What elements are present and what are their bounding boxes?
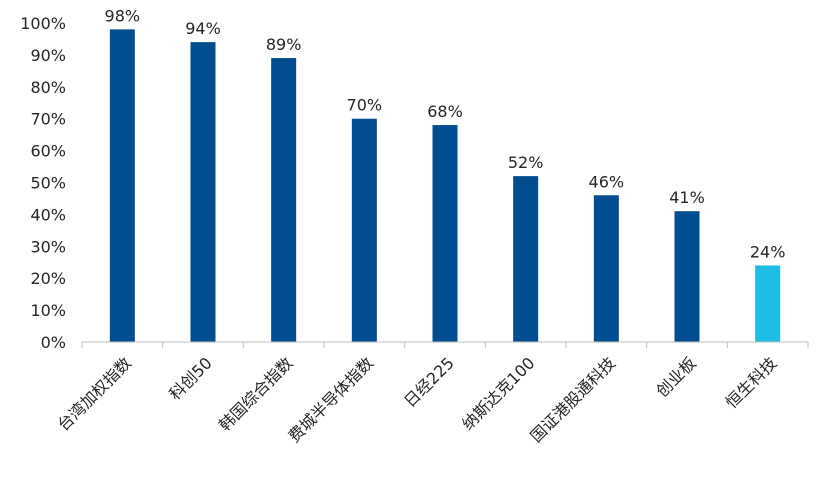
y-tick-label: 0% (41, 333, 66, 352)
y-tick-label: 80% (30, 78, 66, 97)
bar (593, 195, 619, 342)
bar (190, 42, 216, 342)
y-tick-label: 90% (30, 46, 66, 65)
y-tick-label: 70% (30, 110, 66, 129)
y-tick-label: 30% (30, 237, 66, 256)
x-tick-label: 恒生科技 (722, 353, 781, 412)
bar (432, 125, 458, 342)
y-tick-label: 100% (20, 14, 66, 33)
data-label: 89% (266, 35, 302, 54)
x-tick-label: 韩国综合指数 (215, 353, 296, 434)
bars-group (109, 29, 781, 343)
y-tick-label: 20% (30, 269, 66, 288)
bar (351, 118, 377, 342)
bar (674, 211, 700, 342)
y-tick-label: 50% (30, 174, 66, 193)
bar (755, 265, 781, 342)
bar (271, 58, 297, 343)
bar (109, 29, 135, 342)
x-tick-label: 台湾加权指数 (54, 353, 135, 434)
data-labels-group: 98% 94% 89% 70% 68% 52% 46% 41% 24% (105, 6, 786, 261)
x-tick-label: 国证港股通科技 (527, 353, 620, 446)
data-label: 98% (105, 6, 141, 25)
data-label: 52% (508, 153, 544, 172)
x-tick-label: 纳斯达克100 (458, 353, 538, 433)
y-axis: 0% 10% 20% 30% 40% 50% 60% 70% 80% 90% 100% (20, 14, 66, 352)
x-tick-label: 费城半导体指数 (285, 353, 378, 446)
x-tick-label: 创业板 (652, 353, 699, 400)
data-label: 94% (185, 19, 221, 38)
data-label: 24% (750, 242, 786, 261)
y-tick-label: 60% (30, 142, 66, 161)
x-tick-label: 日经225 (400, 353, 458, 411)
data-label: 68% (427, 102, 463, 121)
data-label: 46% (589, 172, 625, 191)
data-label: 41% (669, 188, 705, 207)
y-tick-label: 40% (30, 205, 66, 224)
x-tick-label: 科创50 (165, 353, 215, 403)
data-label: 70% (347, 96, 383, 115)
bar (513, 176, 539, 342)
y-tick-label: 10% (30, 301, 66, 320)
